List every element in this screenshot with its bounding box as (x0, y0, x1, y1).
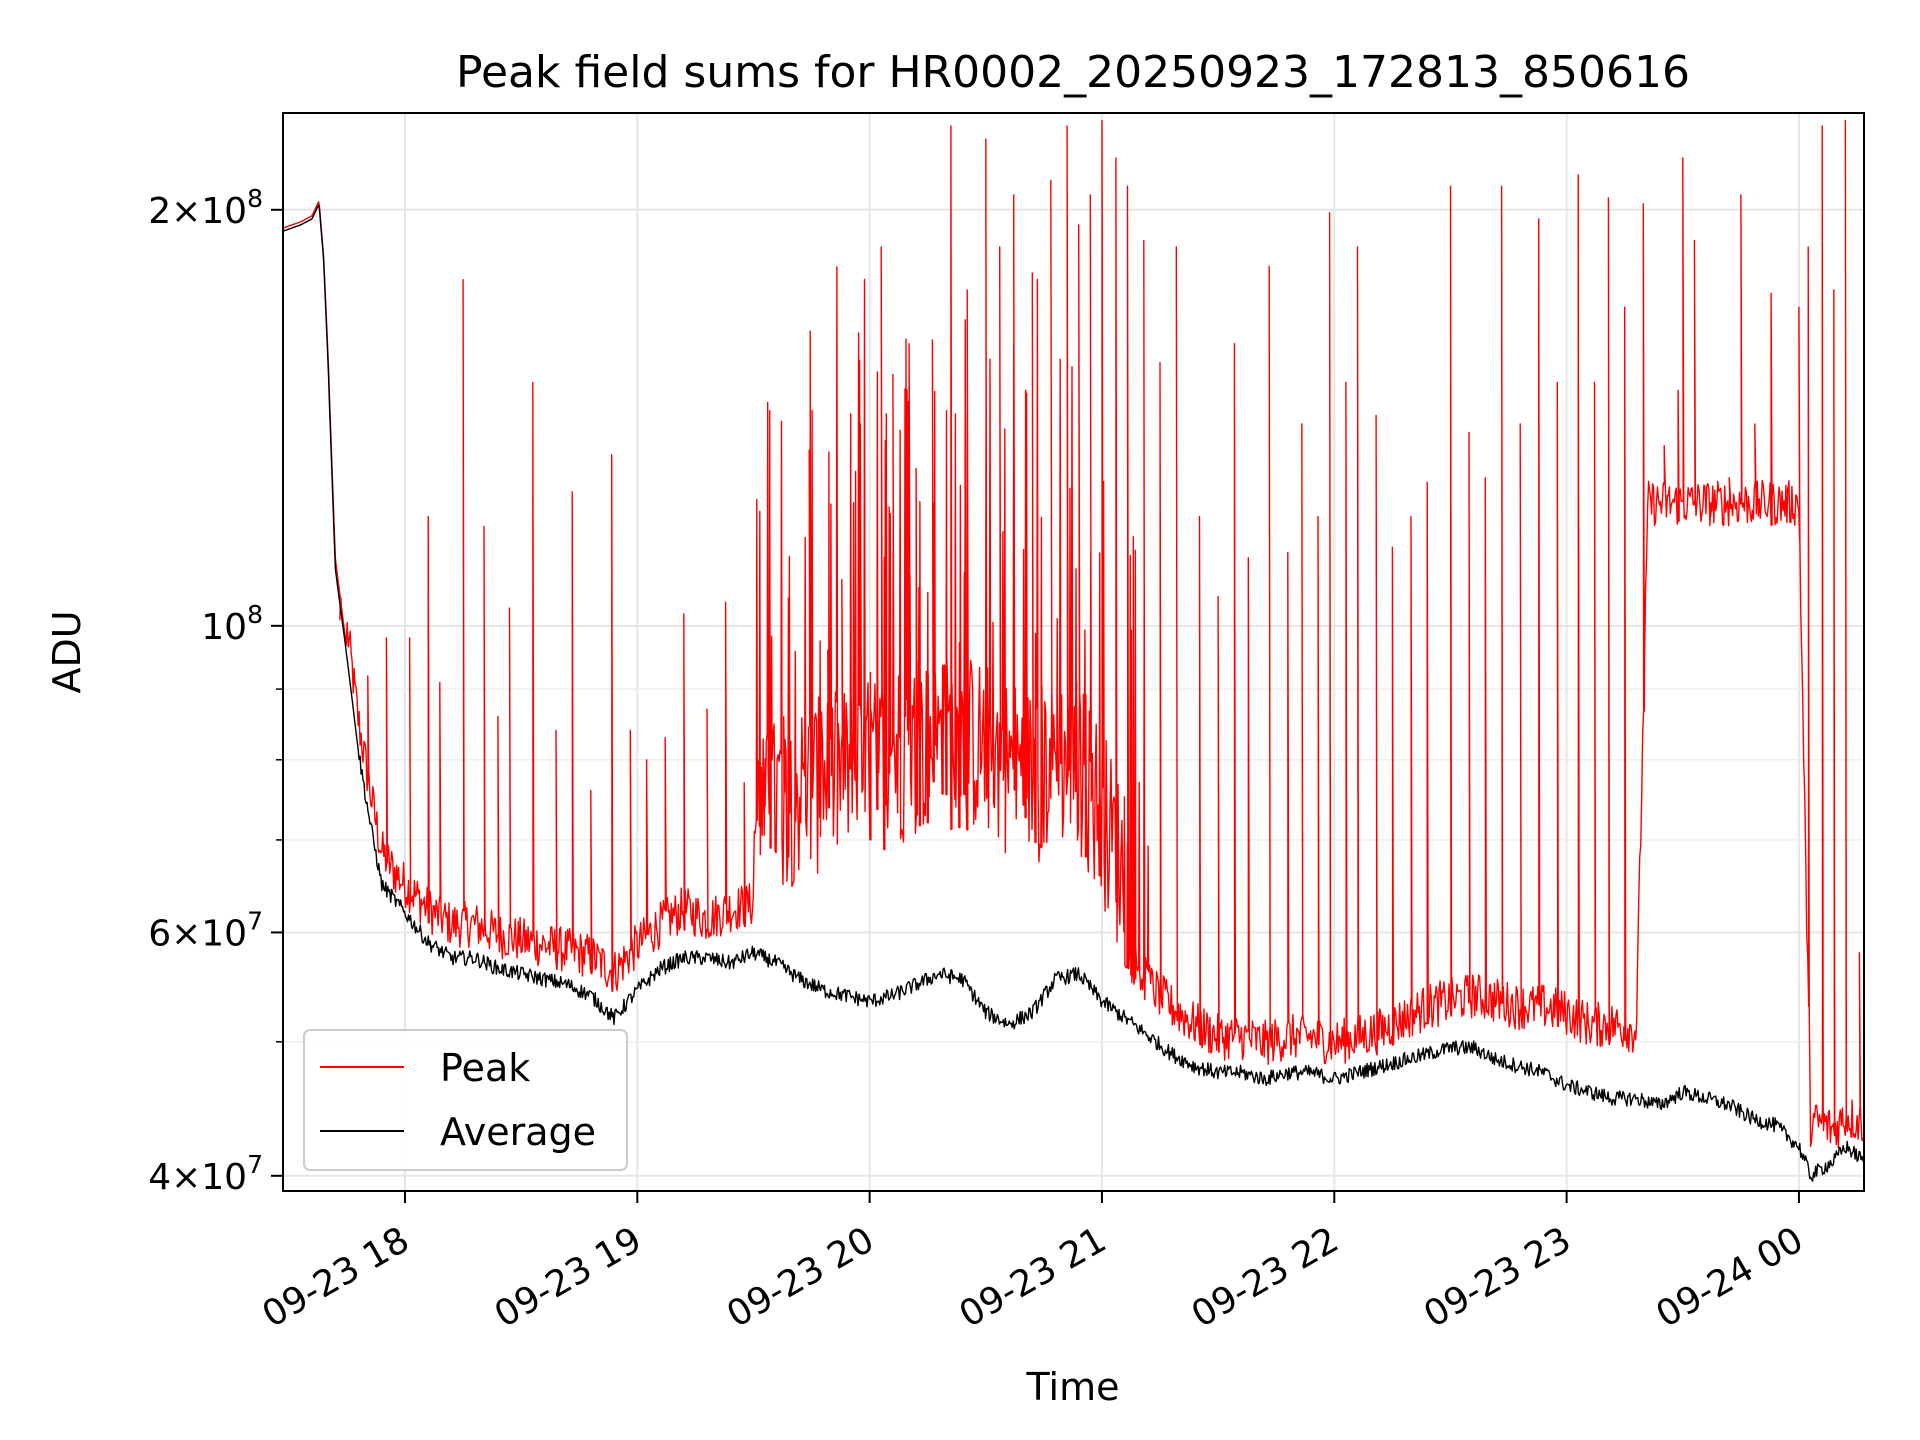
y-tick-label: 6×107 (148, 906, 263, 954)
gridlines (283, 113, 1864, 1191)
y-tick-label: 4×107 (148, 1150, 263, 1198)
legend-frame (303, 1029, 628, 1171)
legend-average-label: Average (440, 1110, 596, 1154)
y-tick-label: 2×108 (148, 184, 263, 232)
plot-area-background (283, 113, 1864, 1191)
average-series-line (283, 204, 1864, 1182)
chart-title: Peak field sums for HR0002_20250923_1728… (456, 47, 1690, 98)
legend: Peak Average (303, 1029, 628, 1171)
x-axis-label: Time (1026, 1365, 1120, 1409)
plot-frame (282, 112, 1865, 1192)
peak-series-line (283, 120, 1864, 1149)
legend-peak-label: Peak (440, 1046, 530, 1090)
y-tick-label: 108 (201, 600, 263, 648)
series-lines (283, 120, 1864, 1182)
y-axis-label: ADU (45, 610, 89, 693)
